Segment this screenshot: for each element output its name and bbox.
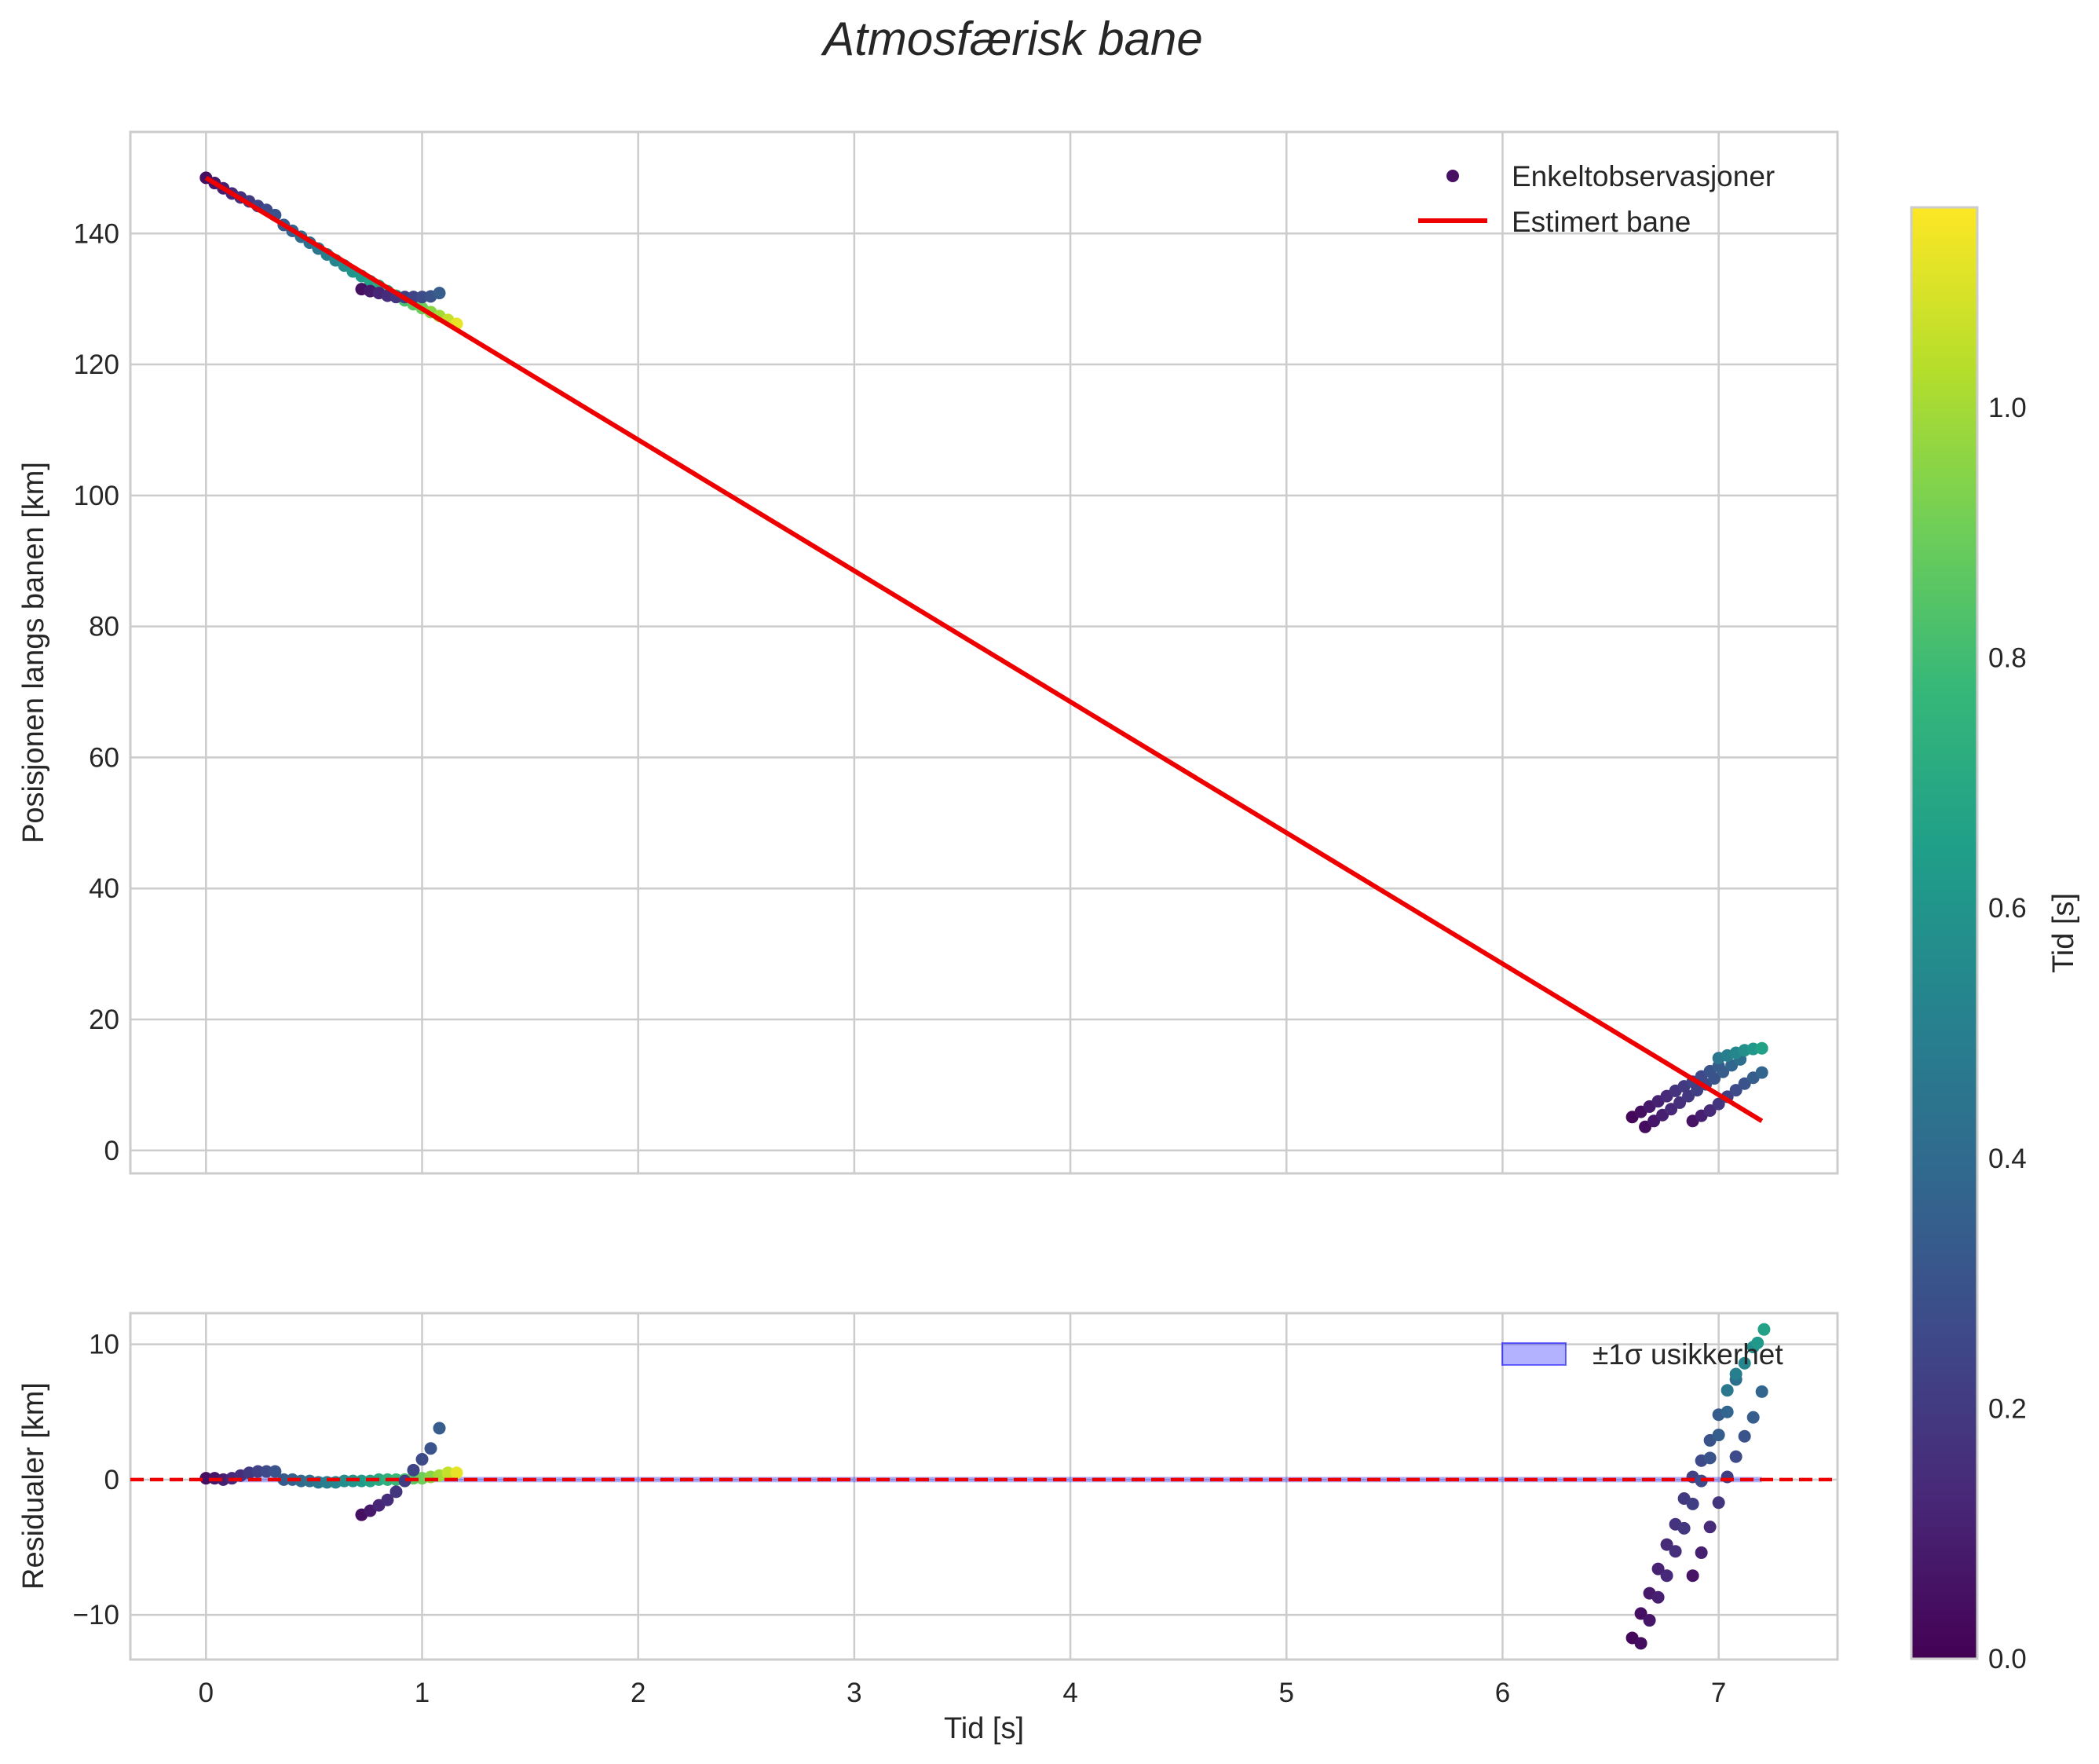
legend-band-swatch	[1501, 1342, 1567, 1366]
residual-data-point	[1712, 1496, 1725, 1510]
residual-x-tick-label: 1	[415, 1678, 430, 1708]
residual-data-point	[1651, 1562, 1665, 1576]
residual-data-point	[338, 1474, 351, 1488]
colorbar-label: Tid [s]	[2047, 893, 2080, 973]
residual-plot-frame	[129, 1312, 1839, 1661]
colorbar-tick-label: 0.8	[1988, 643, 2027, 674]
residual-data-point	[1703, 1451, 1717, 1465]
residual-data-point	[1686, 1569, 1699, 1583]
colorbar-tick-label: 0.4	[1988, 1144, 2027, 1174]
residual-data-point	[415, 1453, 429, 1466]
residual-data-point	[1634, 1637, 1647, 1650]
trajectory-y-tick-label: 60	[89, 742, 119, 773]
legend-label-observations: Enkeltobservasjoner	[1512, 160, 1775, 192]
residual-data-point	[1757, 1323, 1771, 1336]
residual-plot: 0 1 2 3 4 5 6 7 −10 0 10 Residualer [km] Tid [s] ±…	[17, 1312, 1839, 1745]
trajectory-plot-frame	[129, 130, 1839, 1175]
residual-data-point	[1712, 1429, 1725, 1442]
residual-y-tick-label: 0	[104, 1465, 119, 1495]
colorbar: 0.0 0.2 0.4 0.6 0.8 1.0 Tid [s]	[1910, 206, 2080, 1674]
residual-x-tick-label: 5	[1279, 1678, 1294, 1708]
trajectory-data-point	[1755, 1041, 1768, 1055]
trajectory-fit-line	[204, 175, 1764, 1123]
trajectory-plot: 0 20 40 60 80 100 120 140 Posisjonen langs bane…	[17, 130, 1839, 1175]
trajectory-y-tick-label: 80	[89, 612, 119, 642]
colorbar-tick-label: 0.2	[1988, 1393, 2027, 1424]
residual-data-point	[1695, 1546, 1708, 1559]
residual-data-point	[398, 1474, 411, 1488]
trajectory-data-point	[1708, 1072, 1721, 1085]
residual-data-point	[1677, 1521, 1691, 1535]
residual-data-point	[1746, 1411, 1760, 1424]
colorbar-tick-label: 0.0	[1988, 1644, 2027, 1674]
trajectory-y-axis-label: Posisjonen langs banen [km]	[17, 462, 50, 844]
residual-legend: ±1σ usikkerhet	[1501, 1338, 1783, 1371]
trajectory-data-point	[1717, 1065, 1730, 1078]
legend-label-estimated-path: Estimert bane	[1512, 206, 1691, 238]
trajectory-y-tick-label: 20	[89, 1005, 119, 1035]
x-axis-label: Tid [s]	[944, 1712, 1024, 1745]
residual-data-point	[433, 1422, 446, 1435]
residual-x-tick-label: 2	[631, 1678, 645, 1708]
residual-x-tick-label: 0	[199, 1678, 214, 1708]
residual-data-point	[1755, 1385, 1768, 1398]
residual-data-point	[1660, 1569, 1673, 1583]
residual-data-point	[1703, 1521, 1717, 1534]
residual-data-point	[251, 1465, 265, 1478]
residual-data-point	[424, 1442, 437, 1455]
trajectory-data-point	[1665, 1103, 1678, 1116]
residual-data-point	[269, 1465, 282, 1478]
residual-x-tick-label: 3	[847, 1678, 861, 1708]
residual-data-point	[450, 1466, 463, 1480]
residual-data-point	[1634, 1607, 1647, 1620]
trajectory-y-tick-label: 120	[74, 350, 119, 380]
colorbar-gradient	[1910, 206, 1979, 1660]
figure-title: Atmosfærisk bane	[821, 13, 1203, 65]
residual-data-point	[1738, 1356, 1751, 1370]
trajectory-data-point	[433, 287, 446, 300]
residual-data-point	[1643, 1614, 1656, 1627]
residual-data-point	[381, 1493, 394, 1506]
trajectory-data-point	[1729, 1084, 1742, 1097]
residual-x-tick-label: 6	[1495, 1678, 1510, 1708]
trajectory-y-tick-label: 40	[89, 873, 119, 904]
legend-label-uncertainty: ±1σ usikkerhet	[1593, 1338, 1783, 1371]
trajectory-data-point	[1712, 1097, 1725, 1111]
residual-data-point	[1738, 1429, 1751, 1443]
residual-data-point	[277, 1473, 291, 1486]
residual-data-point	[407, 1463, 420, 1477]
residual-data-point	[260, 1465, 273, 1478]
residual-data-point	[1721, 1384, 1734, 1397]
residual-y-tick-label: −10	[73, 1600, 119, 1630]
residual-data-point	[1686, 1497, 1699, 1510]
trajectory-data-point	[1755, 1066, 1768, 1079]
residual-data-point	[1669, 1545, 1682, 1558]
trajectory-data-point	[1703, 1103, 1717, 1117]
trajectory-y-tick-label: 140	[74, 218, 119, 249]
residual-data-point	[1660, 1538, 1673, 1551]
colorbar-tick-label: 0.6	[1988, 893, 2027, 924]
legend-scatter-swatch	[1446, 170, 1459, 182]
residual-data-point	[1651, 1590, 1665, 1604]
residual-data-point	[355, 1474, 368, 1488]
trajectory-y-tick-label: 0	[104, 1136, 119, 1166]
residual-data-point	[1729, 1450, 1742, 1463]
residual-x-tick-label: 7	[1711, 1678, 1726, 1708]
trajectory-data-point	[1673, 1096, 1687, 1109]
colorbar-tick-label: 1.0	[1988, 393, 2027, 423]
residual-y-tick-label: 10	[89, 1330, 119, 1360]
residual-x-tick-label: 4	[1062, 1678, 1077, 1708]
residual-data-point	[1729, 1367, 1742, 1381]
residual-data-point	[199, 1472, 213, 1485]
trajectory-y-tick-label: 100	[74, 481, 119, 511]
residual-data-point	[1721, 1405, 1734, 1418]
residual-data-point	[389, 1485, 403, 1499]
trajectory-legend: Enkeltobservasjoner Estimert bane	[1418, 160, 1775, 238]
residual-data-point	[294, 1474, 308, 1488]
residual-data-point	[441, 1466, 455, 1480]
residual-data-point	[1751, 1336, 1764, 1349]
residual-y-axis-label: Residualer [km]	[17, 1382, 50, 1590]
